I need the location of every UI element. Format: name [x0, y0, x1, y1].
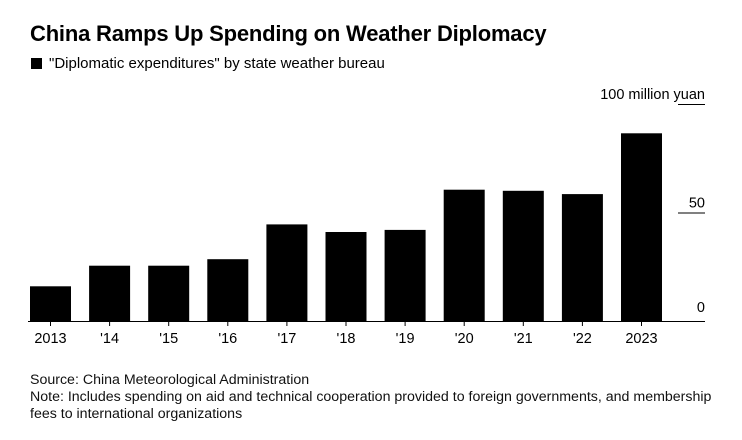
legend-label: "Diplomatic expenditures" by state weath…	[49, 55, 385, 72]
bar-1	[89, 265, 131, 321]
source-note: Source: China Meteorological Administrat…	[30, 372, 310, 388]
x-tick-label-0: 2013	[34, 331, 66, 347]
x-tick-label-8: '21	[514, 331, 533, 347]
x-tick-label-2: '15	[159, 331, 178, 347]
legend: "Diplomatic expenditures" by state weath…	[31, 55, 385, 72]
x-tick-label-10: 2023	[625, 331, 657, 347]
bar-7	[443, 189, 485, 321]
legend-swatch	[31, 58, 42, 69]
bar-10	[621, 133, 662, 321]
bar-6	[384, 229, 426, 321]
methodology-note: Note: Includes spending on aid and techn…	[30, 389, 712, 422]
x-tick-label-1: '14	[100, 331, 119, 347]
bar-9	[561, 194, 603, 321]
y-tick-label-1: 50	[689, 196, 705, 212]
x-tick-label-5: '18	[337, 331, 356, 347]
y-tick-label-0: 0	[697, 300, 705, 316]
x-tick-label-4: '17	[277, 331, 296, 347]
chart-footer: Source: China Meteorological Administrat…	[30, 372, 720, 423]
bar-0	[30, 286, 71, 321]
bar-2	[148, 265, 190, 321]
x-tick-label-6: '19	[396, 331, 415, 347]
bar-4	[266, 224, 308, 321]
x-tick-label-9: '22	[573, 331, 592, 347]
bar-3	[207, 259, 249, 321]
bar-8	[502, 190, 544, 321]
bar-5	[325, 232, 367, 321]
x-tick-label-7: '20	[455, 331, 474, 347]
x-tick-label-3: '16	[218, 331, 237, 347]
chart-title: China Ramps Up Spending on Weather Diplo…	[30, 21, 547, 46]
y-tick-label-2: 100 million yuan	[600, 87, 705, 103]
